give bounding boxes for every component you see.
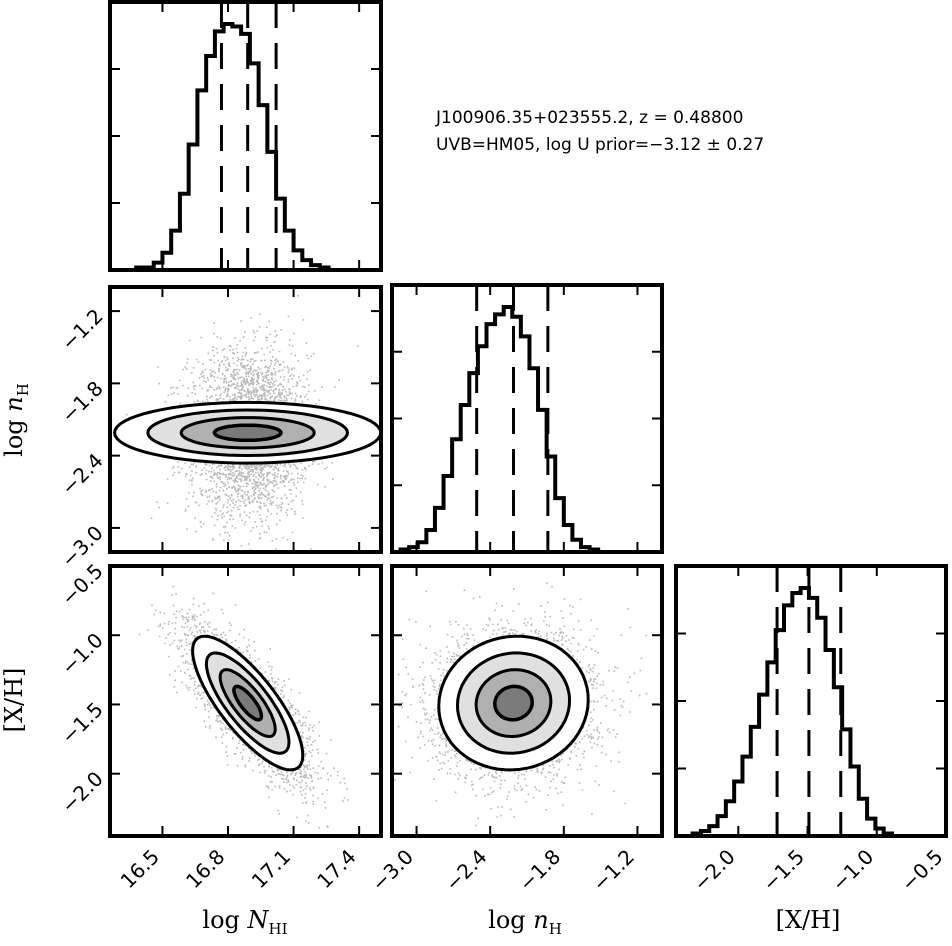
histogram-steps — [110, 22, 381, 272]
y-axis-label-log-nh: log nH — [0, 383, 32, 457]
title-line-2: UVB=HM05, log U prior=−3.12 ± 0.27 — [436, 135, 764, 155]
scatter-metallicity-vs-lognhi — [138, 585, 349, 829]
x-tick-label: −1.8 — [514, 845, 565, 896]
histogram-steps — [676, 586, 934, 838]
y-tick-label: −1.2 — [56, 304, 107, 355]
x-tick-label: −2.4 — [440, 845, 491, 896]
frame-p20 — [108, 564, 383, 838]
frame-h2 — [674, 564, 948, 838]
contour-line-1 — [474, 668, 553, 739]
y-tick-label: −2.4 — [56, 448, 107, 499]
density-fill-level-3 — [214, 425, 281, 441]
contour-line-0 — [493, 684, 534, 722]
scatter-metallicity-vs-lognh — [392, 566, 648, 827]
y-tick-label: −0.5 — [56, 559, 107, 610]
x-tick-label: −0.5 — [896, 845, 947, 896]
y-tick-label: −1.0 — [56, 628, 107, 679]
x-tick-label: 17.1 — [247, 845, 295, 893]
x-axis-label-log-nh: log nH — [488, 906, 562, 938]
x-tick-label: 16.5 — [116, 845, 164, 893]
histogram-log-nhi — [110, 2, 381, 272]
frame-p10 — [108, 285, 383, 554]
x-tick-label: 17.4 — [312, 845, 360, 893]
x-tick-label: −1.5 — [758, 845, 809, 896]
contour-line-2 — [455, 651, 572, 755]
histogram-log-nh — [392, 285, 659, 554]
x-tick-label: −1.0 — [827, 845, 878, 896]
density-fill-level-3 — [494, 686, 533, 720]
contour-line-3 — [437, 634, 590, 772]
contour-line-0 — [232, 684, 264, 722]
y-axis-label-metallicity: [X/H] — [0, 668, 28, 733]
x-tick-label: 16.8 — [181, 845, 229, 893]
x-tick-label: −1.2 — [588, 845, 639, 896]
y-tick-label: −1.5 — [56, 697, 107, 748]
y-tick-label: −2.0 — [56, 766, 107, 817]
frame-h1 — [390, 283, 664, 554]
density-fill-level-3 — [233, 686, 262, 720]
title-line-1: J100906.35+023555.2, z = 0.48800 — [435, 108, 743, 128]
contour-line-2 — [146, 408, 350, 458]
x-axis-label-metallicity: [X/H] — [776, 906, 841, 934]
frame-p21 — [390, 564, 664, 838]
contour-line-1 — [179, 416, 316, 450]
y-tick-label: −3.0 — [56, 521, 107, 572]
x-tick-label: −2.0 — [689, 845, 740, 896]
contour-line-3 — [191, 634, 305, 772]
contour-line-1 — [218, 668, 277, 739]
histogram-metallicity — [676, 566, 934, 838]
frame-h0 — [108, 0, 383, 272]
scatter-lognh-vs-lognhi — [113, 295, 381, 551]
y-tick-label: −1.8 — [56, 376, 107, 427]
x-axis-label-log-nhi: log NHI — [202, 906, 287, 938]
contour-line-0 — [212, 423, 283, 443]
histogram-steps — [392, 305, 659, 554]
x-tick-label: −3.0 — [367, 845, 418, 896]
contour-line-3 — [113, 400, 381, 465]
contour-line-2 — [204, 651, 291, 755]
